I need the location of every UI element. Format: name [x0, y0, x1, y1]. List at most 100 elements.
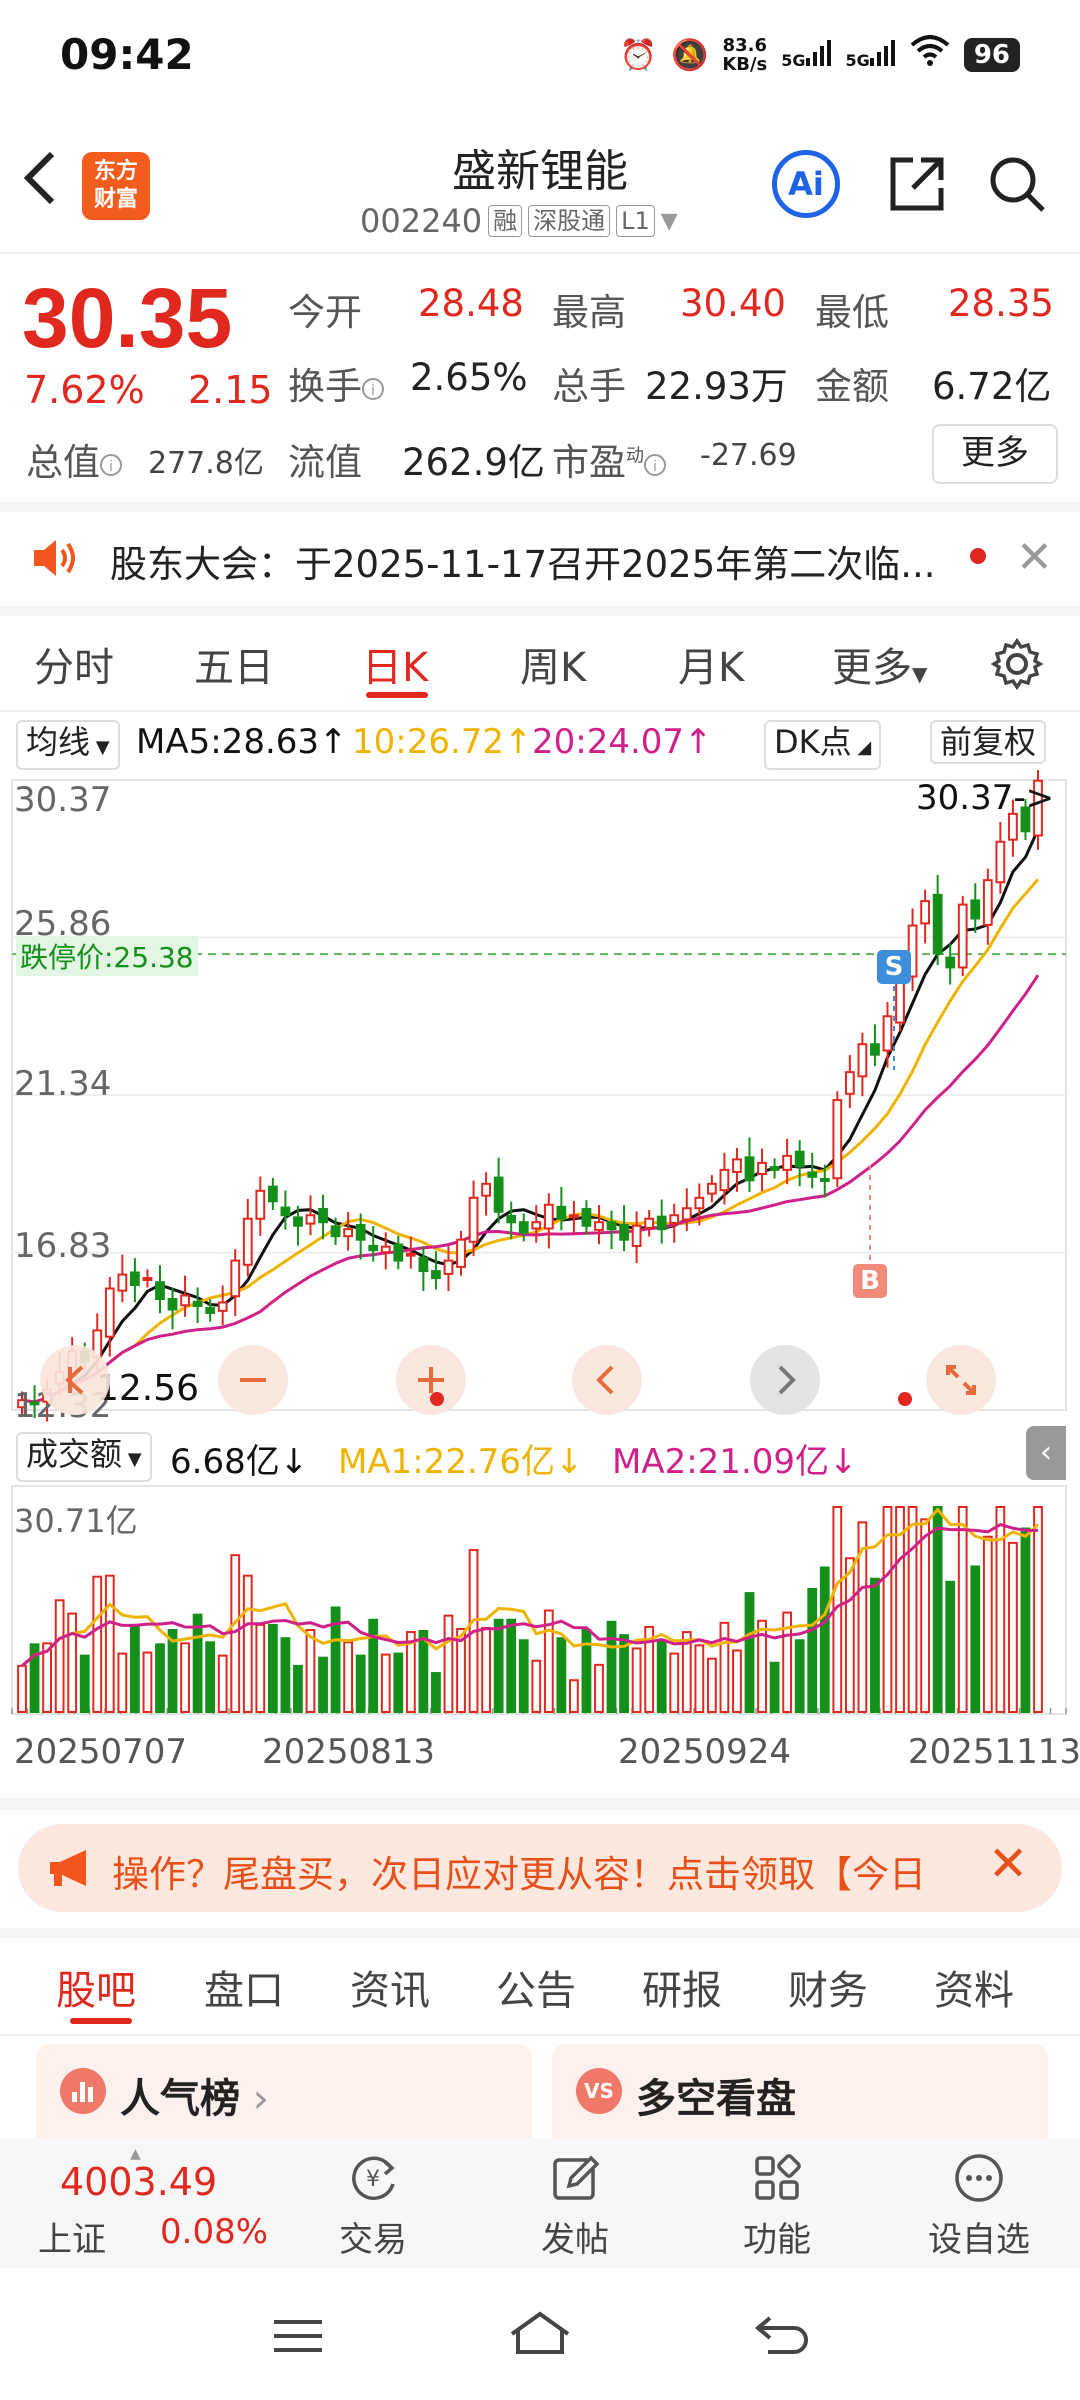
- volume-bar: [506, 1618, 517, 1713]
- settings-gear-icon[interactable]: [990, 637, 1044, 695]
- close-icon[interactable]: ✕: [1016, 532, 1053, 583]
- tab-weekly-k[interactable]: 周K: [520, 645, 587, 691]
- tab-more[interactable]: 更多▼: [832, 645, 928, 691]
- megaphone-icon: [46, 1846, 102, 1894]
- candle: [757, 1161, 767, 1176]
- tab-orderbook[interactable]: 盘口: [204, 1968, 284, 2014]
- home-icon[interactable]: [508, 2310, 572, 2360]
- share-icon[interactable]: [885, 152, 949, 216]
- limit-down-label: 跌停价:25.38: [16, 936, 198, 976]
- adjust-select[interactable]: 前复权: [930, 720, 1047, 764]
- tab-monthly-k[interactable]: 月K: [678, 645, 745, 691]
- candle: [982, 879, 993, 926]
- notice-bar[interactable]: 股东大会：于2025-11-17召开2025年第二次临... ✕: [0, 510, 1080, 605]
- index-value[interactable]: 4003.49: [60, 2160, 218, 2204]
- volume-bar: [456, 1627, 466, 1714]
- volume-indicator-select[interactable]: 成交额 ▼: [16, 1432, 152, 1482]
- candle: [531, 1221, 542, 1230]
- tab-profile[interactable]: 资料: [934, 1968, 1014, 2014]
- nav-functions[interactable]: 功能: [702, 2150, 852, 2261]
- candle: [380, 1245, 391, 1254]
- mktcap-label[interactable]: 总值 i: [26, 432, 122, 486]
- candle: [155, 1281, 165, 1301]
- volume-bar: [769, 1661, 780, 1714]
- ma10-value: 10:26.72↑: [352, 722, 533, 762]
- popularity-card[interactable]: 人气榜 ›: [36, 2044, 532, 2138]
- candle: [1020, 806, 1031, 833]
- nav-trade[interactable]: ¥ 交易: [298, 2150, 448, 2261]
- candle: [130, 1271, 140, 1287]
- candle: [104, 1287, 115, 1338]
- volume-chart[interactable]: [0, 1484, 1080, 1724]
- indicator-select[interactable]: 均线 ▼: [16, 720, 120, 770]
- back-nav-icon[interactable]: [754, 2312, 808, 2360]
- volume-bar: [606, 1620, 617, 1713]
- candle: [945, 956, 956, 969]
- back-icon[interactable]: [20, 148, 80, 218]
- volume-bar: [104, 1574, 115, 1713]
- tab-research[interactable]: 研报: [642, 1968, 722, 2014]
- pan-right-button[interactable]: [750, 1345, 820, 1415]
- candle: [330, 1225, 341, 1238]
- nav-post[interactable]: 发帖: [500, 2150, 650, 2261]
- candle: [769, 1166, 780, 1171]
- tab-announcements[interactable]: 公告: [496, 1968, 576, 2014]
- collapse-panel-button[interactable]: ‹: [1026, 1426, 1066, 1480]
- status-icons: ⏰ 🔕 83.6 KB/s 5G 5G 96: [620, 30, 1020, 80]
- candle: [932, 893, 943, 955]
- search-icon[interactable]: [985, 152, 1049, 216]
- candle: [732, 1158, 742, 1173]
- tab-news[interactable]: 资讯: [350, 1968, 430, 2014]
- nav-add-watchlist[interactable]: 设自选: [904, 2150, 1054, 2261]
- scroll-start-button[interactable]: [40, 1345, 110, 1415]
- brand-logo[interactable]: 东方 财富: [82, 152, 150, 220]
- more-button[interactable]: 更多: [932, 424, 1058, 484]
- divider: [0, 2034, 1080, 2036]
- candle: [744, 1156, 755, 1182]
- stock-code-row[interactable]: 002240 融 深股通 L1 ▼: [360, 202, 678, 240]
- more-dots-icon: [904, 2150, 1054, 2206]
- dk-point-select[interactable]: DK点 ◢: [764, 720, 882, 770]
- tab-five-day[interactable]: 五日: [194, 645, 274, 691]
- y-tick-label: 21.34: [14, 1064, 112, 1104]
- tab-forum[interactable]: 股吧: [56, 1968, 136, 2014]
- candle: [405, 1252, 416, 1257]
- volume-bar: [995, 1506, 1006, 1713]
- tab-financials[interactable]: 财务: [788, 1968, 868, 2014]
- volume-bar: [970, 1565, 981, 1713]
- sell-signal-badge[interactable]: S: [877, 950, 911, 984]
- candle: [230, 1259, 241, 1298]
- candle: [870, 1043, 880, 1056]
- candle: [167, 1298, 178, 1311]
- candle: [117, 1273, 128, 1292]
- turnover-label[interactable]: 换手 i: [288, 356, 384, 410]
- zoom-out-button[interactable]: [218, 1345, 288, 1415]
- tab-intraday[interactable]: 分时: [34, 645, 114, 691]
- buy-signal-badge[interactable]: B: [853, 1264, 887, 1298]
- high-label: 最高: [552, 291, 626, 334]
- volume-bar: [192, 1613, 203, 1713]
- candle: [644, 1217, 655, 1229]
- event-dot: [898, 1392, 912, 1406]
- pan-left-button[interactable]: [572, 1345, 642, 1415]
- tab-daily-k[interactable]: 日K: [362, 645, 429, 691]
- close-icon[interactable]: ✕: [988, 1836, 1029, 1892]
- candle: [794, 1150, 805, 1168]
- fullscreen-button[interactable]: [926, 1345, 996, 1415]
- clock: 09:42: [60, 30, 194, 79]
- kline-chart[interactable]: [0, 770, 1080, 1430]
- menu-icon[interactable]: [272, 2316, 324, 2360]
- candle: [543, 1203, 554, 1230]
- pe-label[interactable]: 市盈动 i: [552, 432, 666, 486]
- volume-bar: [368, 1618, 379, 1713]
- mute-icon: 🔕: [670, 37, 709, 73]
- volume-bar: [318, 1656, 328, 1714]
- margin-tag: 融: [488, 205, 523, 237]
- bull-bear-card[interactable]: VS 多空看盘: [552, 2044, 1048, 2138]
- volume-bar: [844, 1557, 855, 1713]
- candle: [255, 1189, 266, 1220]
- promo-banner[interactable]: 操作？尾盘买，次日应对更从容！点击领取【今日 ✕: [18, 1824, 1062, 1912]
- zoom-in-button[interactable]: [396, 1345, 466, 1415]
- candle: [368, 1244, 379, 1252]
- ai-button[interactable]: Ai: [772, 150, 840, 218]
